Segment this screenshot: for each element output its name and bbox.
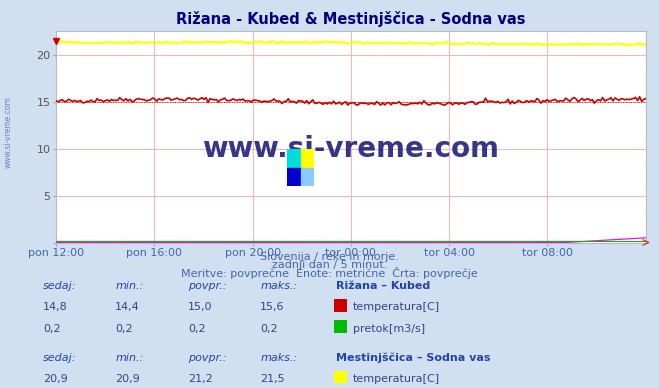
Text: povpr.:: povpr.: (188, 281, 226, 291)
Text: 0,2: 0,2 (43, 324, 61, 334)
Text: zadnji dan / 5 minut.: zadnji dan / 5 minut. (272, 260, 387, 270)
Text: pretok[m3/s]: pretok[m3/s] (353, 324, 424, 334)
Text: 15,6: 15,6 (260, 302, 285, 312)
Text: 20,9: 20,9 (43, 374, 68, 384)
Text: temperatura[C]: temperatura[C] (353, 302, 440, 312)
Text: sedaj:: sedaj: (43, 281, 76, 291)
Text: 0,2: 0,2 (260, 324, 278, 334)
Text: Mestinjščica – Sodna vas: Mestinjščica – Sodna vas (336, 352, 490, 363)
Text: www.si-vreme.com: www.si-vreme.com (202, 135, 500, 163)
Text: 21,5: 21,5 (260, 374, 285, 384)
Bar (301, 168, 314, 186)
Bar (301, 149, 314, 168)
Text: maks.:: maks.: (260, 281, 298, 291)
Text: www.si-vreme.com: www.si-vreme.com (3, 96, 13, 168)
Text: 14,8: 14,8 (43, 302, 68, 312)
Text: 0,2: 0,2 (188, 324, 206, 334)
Bar (287, 168, 301, 186)
Text: min.:: min.: (115, 353, 144, 363)
Text: 14,4: 14,4 (115, 302, 140, 312)
Text: 21,2: 21,2 (188, 374, 213, 384)
Text: 0,2: 0,2 (115, 324, 133, 334)
Text: min.:: min.: (115, 281, 144, 291)
Text: Slovenija / reke in morje.: Slovenija / reke in morje. (260, 252, 399, 262)
Text: povpr.:: povpr.: (188, 353, 226, 363)
Text: 20,9: 20,9 (115, 374, 140, 384)
Title: Rižana - Kubed & Mestinjščica - Sodna vas: Rižana - Kubed & Mestinjščica - Sodna va… (176, 11, 526, 27)
Text: Meritve: povprečne  Enote: metrične  Črta: povprečje: Meritve: povprečne Enote: metrične Črta:… (181, 267, 478, 279)
Text: sedaj:: sedaj: (43, 353, 76, 363)
Text: maks.:: maks.: (260, 353, 298, 363)
Bar (287, 149, 301, 168)
Text: 15,0: 15,0 (188, 302, 212, 312)
Text: Rižana – Kubed: Rižana – Kubed (336, 281, 430, 291)
Text: temperatura[C]: temperatura[C] (353, 374, 440, 384)
